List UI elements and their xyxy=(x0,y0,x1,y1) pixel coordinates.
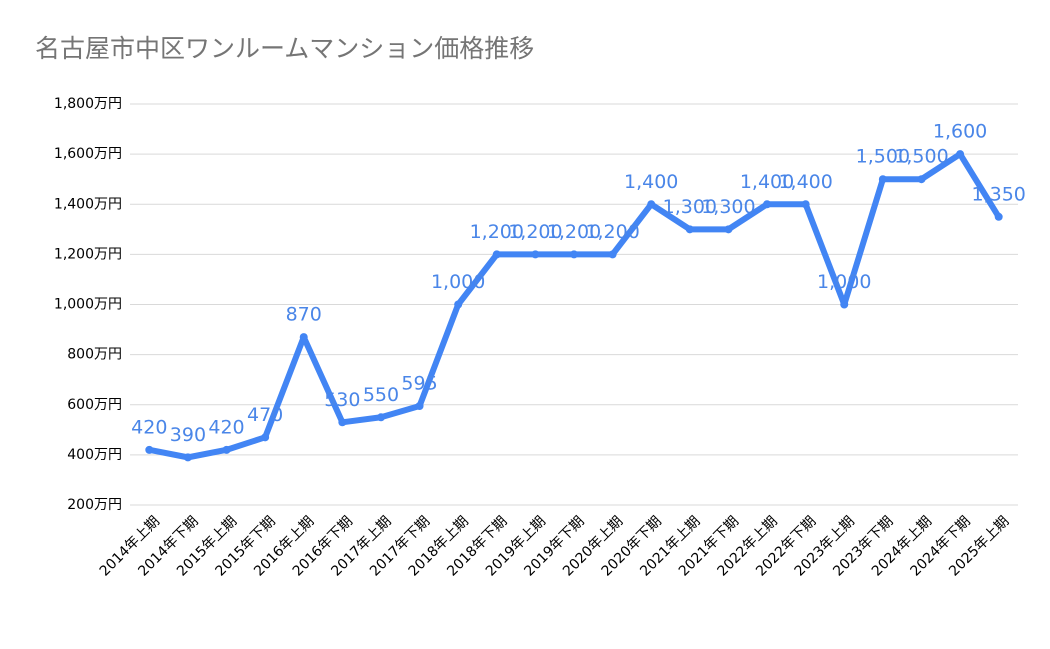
marker xyxy=(338,418,347,427)
value-label: 550 xyxy=(363,384,399,406)
y-tick-label: 400万円 xyxy=(67,447,122,463)
marker xyxy=(608,250,617,259)
value-label: 1,200 xyxy=(508,221,562,243)
value-label: 1,000 xyxy=(431,271,485,293)
marker xyxy=(647,200,656,209)
value-label: 1,200 xyxy=(547,221,601,243)
marker xyxy=(299,333,308,342)
marker xyxy=(415,402,424,411)
value-label: 420 xyxy=(208,416,244,438)
marker xyxy=(261,433,270,442)
value-label: 1,500 xyxy=(856,146,910,168)
y-tick-label: 800万円 xyxy=(67,347,122,363)
marker xyxy=(183,453,192,462)
marker xyxy=(685,225,694,234)
marker xyxy=(801,200,810,209)
value-label: 390 xyxy=(170,424,206,446)
value-label: 1,400 xyxy=(624,171,678,193)
marker xyxy=(878,175,887,184)
y-tick-label: 1,000万円 xyxy=(54,297,122,313)
y-tick-label: 600万円 xyxy=(67,397,122,413)
value-label: 470 xyxy=(247,404,283,426)
marker xyxy=(917,175,926,184)
y-tick-label: 1,800万円 xyxy=(54,96,122,112)
value-label: 1,500 xyxy=(894,146,948,168)
y-tick-label: 1,600万円 xyxy=(54,146,122,162)
marker xyxy=(763,200,772,209)
marker xyxy=(376,413,385,422)
value-label: 1,000 xyxy=(817,271,871,293)
marker xyxy=(956,150,965,159)
value-label: 1,300 xyxy=(701,196,755,218)
chart-title: 名古屋市中区ワンルームマンション価格推移 xyxy=(35,34,534,63)
value-label: 595 xyxy=(401,373,437,395)
value-label: 1,400 xyxy=(778,171,832,193)
value-label: 1,350 xyxy=(971,183,1025,205)
value-label: 1,400 xyxy=(740,171,794,193)
value-label: 530 xyxy=(324,389,360,411)
marker xyxy=(454,300,463,309)
y-tick-label: 1,200万円 xyxy=(54,246,122,262)
value-label: 1,200 xyxy=(585,221,639,243)
value-label: 1,300 xyxy=(663,196,717,218)
value-label: 420 xyxy=(131,416,167,438)
value-label: 870 xyxy=(286,304,322,326)
value-label: 1,600 xyxy=(933,121,987,143)
marker xyxy=(531,250,540,259)
marker xyxy=(145,445,154,454)
y-tick-label: 200万円 xyxy=(67,497,122,513)
marker xyxy=(570,250,578,259)
y-tick-label: 1,400万円 xyxy=(54,196,122,212)
marker xyxy=(492,250,501,259)
value-label: 1,200 xyxy=(470,221,524,243)
marker xyxy=(840,300,849,309)
marker xyxy=(724,225,733,234)
marker xyxy=(222,445,231,454)
marker xyxy=(994,212,1003,221)
